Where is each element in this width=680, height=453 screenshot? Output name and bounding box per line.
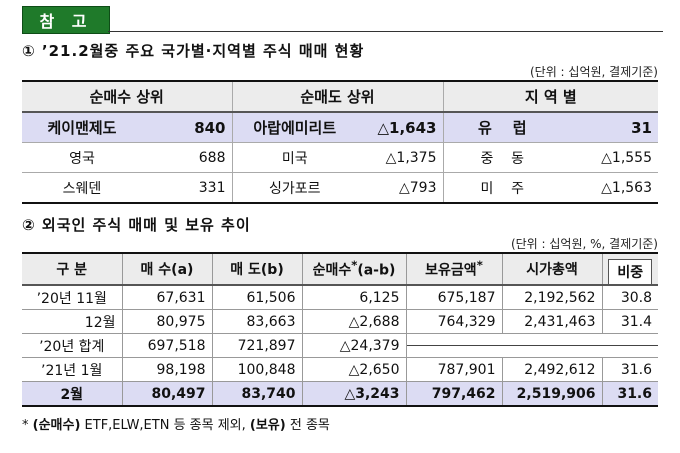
not-applicable-cell	[406, 334, 658, 358]
market-cap-cell: 2,519,906	[501, 381, 603, 407]
ratio-cell: 31.6	[601, 381, 658, 407]
section2-unit: (단위 : 십억원, %, 결제기준)	[510, 237, 658, 251]
region-label: 중 동	[442, 142, 561, 173]
badge-underline	[108, 31, 663, 32]
buy-value: 688	[142, 142, 233, 173]
header-period: 구 분	[22, 252, 123, 286]
net-cell: △24,379	[301, 333, 407, 358]
buy-label: 스웨덴	[22, 172, 142, 203]
region-label: 미 주	[442, 172, 561, 203]
footnote-net-buy-text: ETF,ELW,ETN 등 종목 제외,	[80, 418, 250, 433]
header-net-formula: (a-b)	[357, 262, 396, 279]
market-cap-cell: 2,192,562	[501, 284, 603, 310]
sell-cell: 61,506	[211, 284, 303, 310]
ratio-cell: 30.8	[601, 284, 658, 310]
holding-cell: 787,901	[405, 357, 503, 382]
buy-cell: 67,631	[121, 284, 213, 310]
buy-cell: 80,497	[121, 381, 213, 407]
header-region: 지 역 별	[442, 81, 658, 113]
ratio-cell: 31.4	[601, 309, 658, 334]
header-net-buy-top: 순매수 상위	[22, 81, 233, 113]
table-row: 12월 80,975 83,663 △2,688 764,329 2,431,4…	[22, 309, 658, 334]
sell-label: 미국	[231, 142, 357, 173]
table-row: 2월 80,497 83,740 △3,243 797,462 2,519,90…	[22, 381, 658, 407]
table-row: 스웨덴 331 싱가포르 △793 미 주 △1,563	[22, 172, 658, 203]
net-cell: 6,125	[301, 284, 407, 310]
period-cell: ’20년 11월	[22, 284, 123, 310]
sell-cell: 721,897	[211, 333, 303, 358]
region-value: △1,555	[561, 142, 658, 173]
table-row: 케이맨제도 840 아랍에미리트 △1,643 유 럽 31	[22, 111, 658, 143]
table-header-row: 순매수 상위 순매도 상위 지 역 별	[22, 81, 658, 113]
buy-cell: 697,518	[121, 333, 213, 358]
net-cell: △2,650	[301, 357, 407, 382]
holding-cell: 764,329	[405, 309, 503, 334]
sell-value: △1,375	[357, 142, 444, 173]
buy-cell: 80,975	[121, 309, 213, 334]
table-row: ’20년 11월 67,631 61,506 6,125 675,187 2,1…	[22, 284, 658, 310]
sell-cell: 100,848	[211, 357, 303, 382]
sell-value: △793	[357, 172, 444, 203]
header-net-label: 순매수	[312, 262, 352, 279]
table-row: 영국 688 미국 △1,375 중 동 △1,555	[22, 142, 658, 173]
table-header-row: 구 분 매 수(a) 매 도(b) 순매수*(a-b) 보유금액* 시가총액 비…	[22, 252, 658, 286]
diagonal-line	[406, 345, 658, 346]
header-holding: 보유금액*	[405, 252, 503, 286]
header-net-sell-top: 순매도 상위	[231, 81, 444, 113]
header-net: 순매수*(a-b)	[301, 252, 407, 286]
holding-cell: 675,187	[405, 284, 503, 310]
period-cell: ’20년 합계	[22, 333, 123, 358]
holding-cell: 797,462	[405, 381, 503, 407]
sell-cell: 83,663	[211, 309, 303, 334]
table-row: ’20년 합계 697,518 721,897 △24,379	[22, 333, 658, 358]
region-value: 31	[561, 111, 658, 143]
footnote: * (순매수) ETF,ELW,ETN 등 종목 제외, (보유) 전 종목	[22, 414, 330, 433]
sell-value: △1,643	[357, 111, 444, 143]
section2-title: ② 외국인 주식 매매 및 보유 추이	[22, 216, 251, 234]
footnote-holding-label: (보유)	[249, 418, 286, 433]
sell-label: 아랍에미리트	[231, 111, 357, 143]
period-cell: 2월	[22, 381, 123, 407]
header-holding-label: 보유금액	[425, 262, 477, 279]
header-sell: 매 도(b)	[211, 252, 303, 286]
header-buy: 매 수(a)	[121, 252, 213, 286]
buy-value: 840	[142, 111, 233, 143]
net-cell: △2,688	[301, 309, 407, 334]
buy-cell: 98,198	[121, 357, 213, 382]
footnote-net-buy-label: (순매수)	[32, 418, 81, 433]
header-holding-footnote-mark: *	[476, 258, 483, 273]
country-trade-table: 순매수 상위 순매도 상위 지 역 별 케이맨제도 840 아랍에미리트 △1,…	[22, 80, 658, 204]
ratio-cell: 31.6	[601, 357, 658, 382]
header-net-footnote-mark: *	[351, 258, 358, 273]
buy-label: 영국	[22, 142, 142, 173]
reference-badge: 참 고	[22, 6, 110, 34]
foreign-trade-table: 구 분 매 수(a) 매 도(b) 순매수*(a-b) 보유금액* 시가총액 비…	[22, 252, 658, 407]
market-cap-cell: 2,492,612	[501, 357, 603, 382]
header-market-cap: 시가총액	[501, 252, 603, 286]
buy-value: 331	[142, 172, 233, 203]
footnote-star: *	[22, 418, 33, 433]
section1-unit: (단위 : 십억원, 결제기준)	[529, 65, 658, 79]
sell-label: 싱가포르	[231, 172, 357, 203]
region-value: △1,563	[561, 172, 658, 203]
period-cell: 12월	[22, 309, 123, 334]
period-cell: ’21년 1월	[22, 357, 123, 382]
table-row: ’21년 1월 98,198 100,848 △2,650 787,901 2,…	[22, 357, 658, 382]
header-ratio-cell: 비중	[601, 252, 658, 286]
region-label: 유 럽	[442, 111, 561, 143]
market-cap-cell: 2,431,463	[501, 309, 603, 334]
buy-label: 케이맨제도	[22, 111, 142, 143]
footnote-holding-text: 전 종목	[285, 418, 330, 433]
sell-cell: 83,740	[211, 381, 303, 407]
net-cell: △3,243	[301, 381, 407, 407]
header-ratio: 비중	[608, 259, 653, 285]
section1-title: ① ’21.2월중 주요 국가별·지역별 주식 매매 현황	[22, 42, 365, 60]
